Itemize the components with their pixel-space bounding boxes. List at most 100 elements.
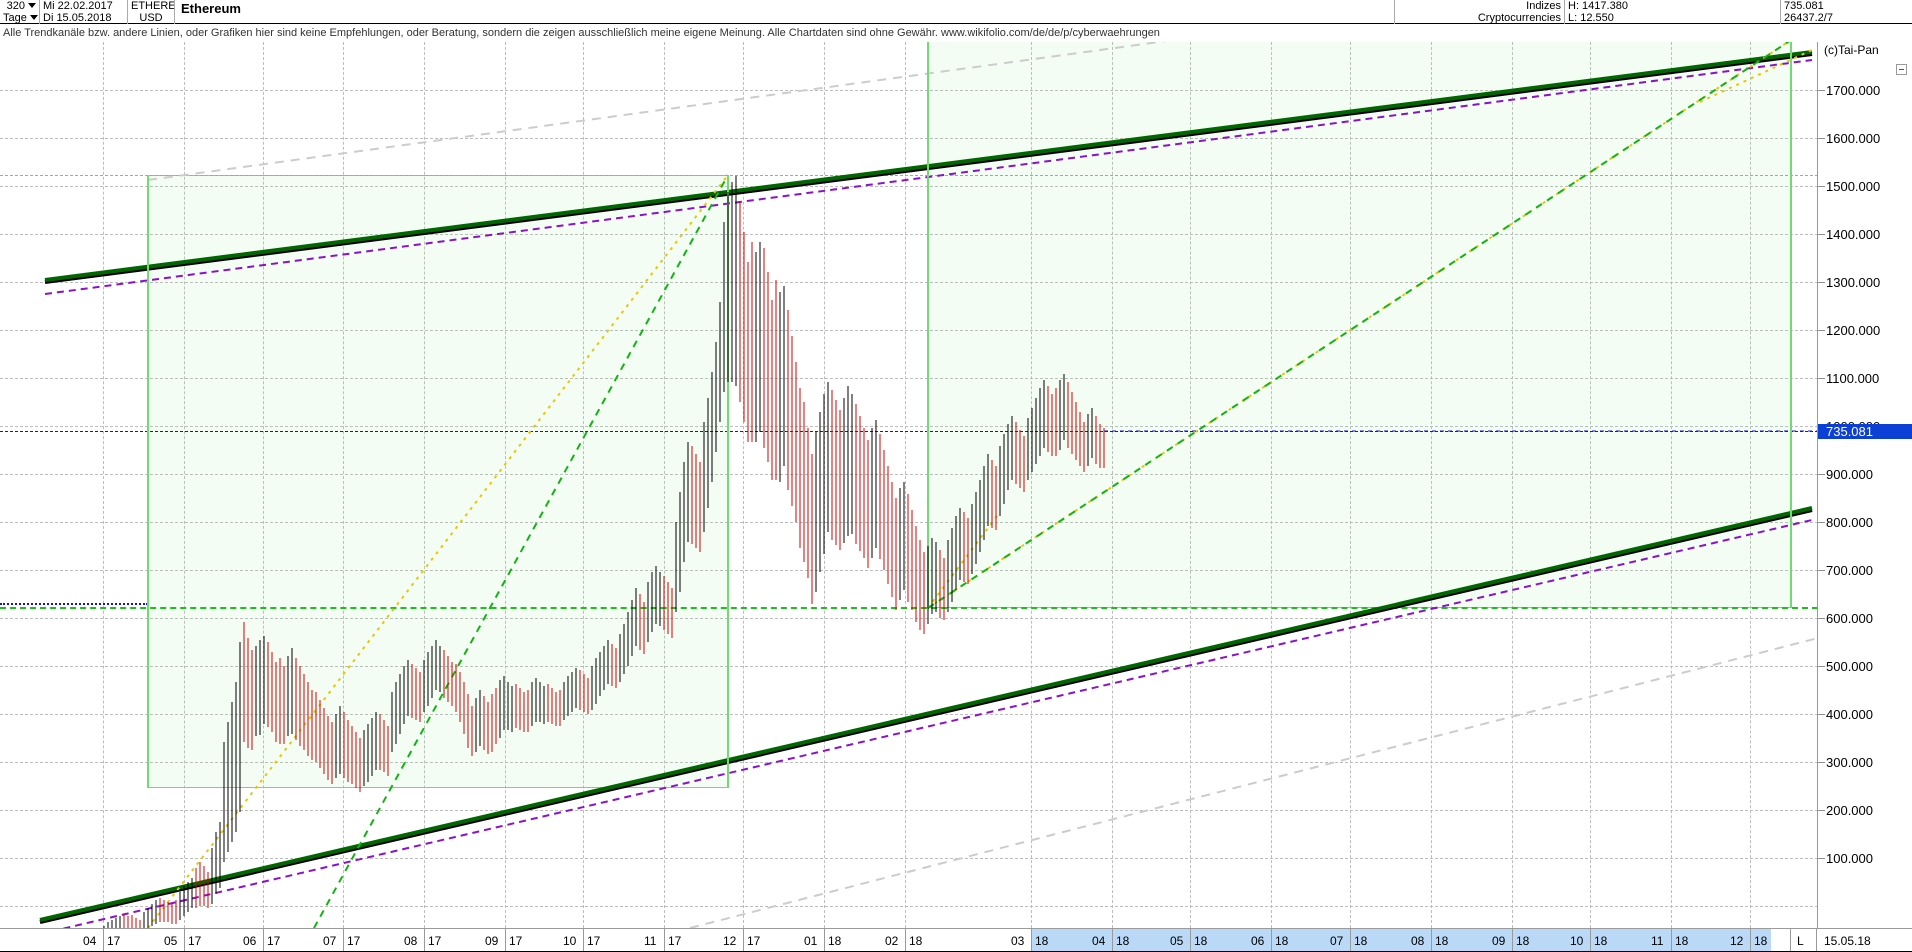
x-label-month: 10 xyxy=(563,934,577,948)
period-value: 320 xyxy=(6,0,25,12)
gridline-h xyxy=(0,330,1817,331)
x-label-year: 18 xyxy=(1275,934,1289,948)
x-tick-sep xyxy=(583,929,584,951)
y-label: 700.000 xyxy=(1826,563,1873,578)
date-axis[interactable]: 04 17 05 17 06 17 07 17 08 17 09 17 10 1… xyxy=(0,928,1912,951)
y-tick xyxy=(1818,474,1825,475)
x-label-year: 17 xyxy=(747,934,761,948)
y-tick xyxy=(1818,570,1825,571)
y-label: 1100.000 xyxy=(1826,371,1880,386)
y-tick xyxy=(1818,282,1825,283)
category-cell[interactable]: Indizes Cryptocurrencies xyxy=(1395,0,1565,24)
x-tick-sep xyxy=(905,929,906,951)
x-tick-sep xyxy=(343,929,344,951)
x-tick-sep xyxy=(1750,929,1751,951)
x-label-month: 09 xyxy=(1492,934,1506,948)
gridline-h xyxy=(0,906,1817,907)
disclaimer-text: Alle Trendkanäle bzw. andere Linien, ode… xyxy=(3,27,1160,39)
y-tick xyxy=(1818,330,1825,331)
y-label: 1600.000 xyxy=(1826,131,1881,146)
x-label-year: 18 xyxy=(1594,934,1608,948)
x-label-month: 05 xyxy=(1170,934,1184,948)
collapse-icon[interactable] xyxy=(1896,64,1907,75)
last-values-cell: 735.081 26437.2/7 xyxy=(1781,0,1912,24)
x-label-year: 18 xyxy=(1754,934,1768,948)
x-label-year: 18 xyxy=(1116,934,1130,948)
trend-channel-box-left xyxy=(148,175,728,788)
y-label: 900.000 xyxy=(1826,467,1873,482)
y-label: 1200.000 xyxy=(1826,323,1881,338)
y-label: 400.000 xyxy=(1826,707,1873,722)
x-tick-sep xyxy=(1271,929,1272,951)
volume-value: 26437.2/7 xyxy=(1784,12,1833,24)
date-to: Di 15.05.2018 xyxy=(43,12,112,24)
x-label-year: 17 xyxy=(668,934,682,948)
x-label-month: 05 xyxy=(164,934,178,948)
date-from: Mi 22.02.2017 xyxy=(43,0,113,12)
x-axis-last-date: 15.05.18 xyxy=(1824,934,1871,948)
x-label-month: 08 xyxy=(404,934,418,948)
x-label-month: 07 xyxy=(1330,934,1344,948)
x-label-month: 11 xyxy=(644,934,657,948)
x-label-month: 06 xyxy=(1251,934,1265,948)
x-tick-sep xyxy=(1512,929,1513,951)
chevron-down-icon[interactable] xyxy=(28,3,36,9)
y-tick xyxy=(1818,186,1825,187)
y-tick xyxy=(1818,90,1825,91)
x-axis-last-flag: L xyxy=(1797,934,1804,948)
x-label-year: 17 xyxy=(188,934,202,948)
y-tick xyxy=(1818,618,1825,619)
x-tick-sep xyxy=(664,929,665,951)
high-reference-line xyxy=(0,175,1817,176)
period-value-row[interactable]: 320 xyxy=(0,0,39,12)
gridline-v xyxy=(743,42,744,928)
support-reference-line xyxy=(0,607,1817,609)
period-selector-cell[interactable]: 320 Tage xyxy=(0,0,40,24)
x-label-year: 18 xyxy=(1675,934,1689,948)
x-label-year: 18 xyxy=(1516,934,1530,948)
y-label: 100.000 xyxy=(1826,851,1873,866)
y-label: 1700.000 xyxy=(1826,83,1881,98)
chevron-down-icon-2[interactable] xyxy=(29,15,38,21)
gridline-v xyxy=(905,42,906,928)
category-subgroup: Cryptocurrencies xyxy=(1477,12,1561,24)
date-range-selection[interactable] xyxy=(1031,929,1771,951)
x-label-year: 18 xyxy=(828,934,842,948)
x-label-month: 12 xyxy=(723,934,737,948)
x-tick-sep xyxy=(1190,929,1191,951)
x-axis-last-sep xyxy=(1790,929,1791,951)
x-tick-sep xyxy=(1431,929,1432,951)
x-label-month: 11 xyxy=(1651,934,1664,948)
y-tick xyxy=(1818,138,1825,139)
x-label-year: 17 xyxy=(267,934,281,948)
x-label-year: 18 xyxy=(1035,934,1049,948)
symbol-currency: USD xyxy=(139,12,163,24)
symbol-cell[interactable]: ETHEREUM USD xyxy=(128,0,175,24)
current-price-marker[interactable]: 735.081 xyxy=(1818,424,1912,439)
x-tick-sep xyxy=(184,929,185,951)
y-label: 500.000 xyxy=(1826,659,1873,674)
x-label-year: 17 xyxy=(587,934,601,948)
x-label-month: 06 xyxy=(243,934,257,948)
y-tick xyxy=(1818,762,1825,763)
y-tick xyxy=(1818,714,1825,715)
low-value: L: 12.550 xyxy=(1568,12,1614,24)
chart-plot-area[interactable] xyxy=(0,42,1818,928)
y-tick xyxy=(1818,378,1825,379)
gridline-h xyxy=(0,426,1817,427)
period-unit-row[interactable]: Tage xyxy=(0,12,39,24)
x-label-month: 02 xyxy=(885,934,899,948)
y-tick xyxy=(1818,810,1825,811)
price-axis[interactable]: (c)Tai-Pan 1700.000 1600.000 1500.000 14… xyxy=(1818,42,1912,928)
x-label-month: 07 xyxy=(323,934,337,948)
y-tick xyxy=(1818,522,1825,523)
y-label: 800.000 xyxy=(1826,515,1873,530)
x-label-month: 10 xyxy=(1570,934,1584,948)
x-label-year: 17 xyxy=(107,934,121,948)
date-range-cell[interactable]: Mi 22.02.2017 Di 15.05.2018 xyxy=(40,0,128,24)
x-label-year: 17 xyxy=(428,934,442,948)
gridline-h xyxy=(0,378,1817,379)
gridline-h xyxy=(0,810,1817,811)
x-tick-sep xyxy=(505,929,506,951)
